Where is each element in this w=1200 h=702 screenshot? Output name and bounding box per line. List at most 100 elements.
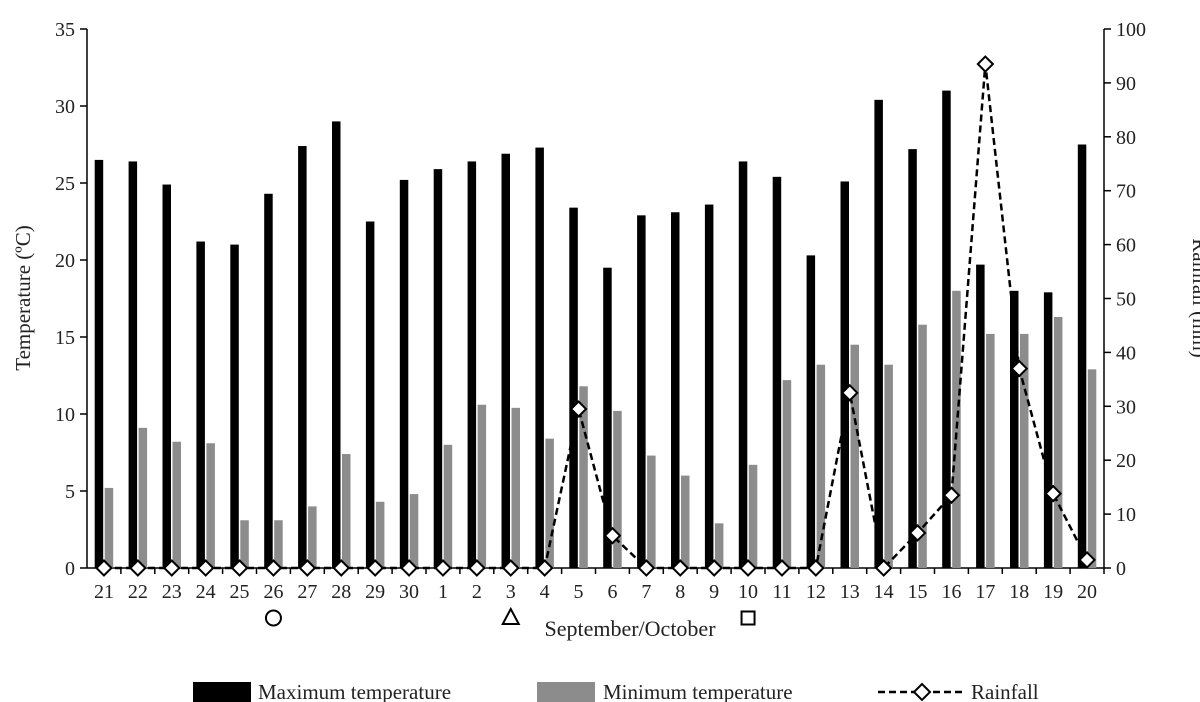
rainfall-point xyxy=(1010,359,1029,378)
y-left-tick-label: 5 xyxy=(65,481,75,503)
min-temperature-bar xyxy=(816,364,826,568)
min-temperature-bar xyxy=(748,464,758,568)
y-right-tick-label: 100 xyxy=(1116,19,1146,41)
min-temperature-bar xyxy=(884,364,893,568)
legend-label-max: Maximum temperature xyxy=(258,680,451,702)
rainfall-point xyxy=(128,559,147,577)
min-temperature-bar xyxy=(138,427,148,568)
min-temperature-bar xyxy=(714,523,724,568)
rainfall-point xyxy=(569,400,588,418)
x-tick-label: 18 xyxy=(1009,581,1029,603)
rainfall-point xyxy=(773,559,791,577)
min-temperature-bar xyxy=(986,333,995,568)
rainfall-point xyxy=(942,486,961,505)
rainfall-point xyxy=(535,559,554,577)
x-tick-label: 29 xyxy=(365,581,385,603)
annotation-circle xyxy=(264,609,282,627)
x-tick-label: 20 xyxy=(1077,581,1097,603)
max-temperature-bar xyxy=(908,149,917,568)
min-temperature-bar xyxy=(308,506,317,568)
max-temperature-bar xyxy=(467,161,477,568)
x-tick-label: 6 xyxy=(607,581,617,603)
min-temperature-bar xyxy=(579,386,588,568)
min-temperature-bar xyxy=(681,475,690,568)
max-temperature-bars xyxy=(94,90,1087,569)
rainfall-point xyxy=(739,559,757,577)
min-temperature-bar xyxy=(409,494,419,568)
max-temperature-bar xyxy=(738,161,748,568)
x-tick-label: 26 xyxy=(263,581,283,603)
x-tick-label: 19 xyxy=(1043,581,1063,603)
rainfall-point xyxy=(840,383,859,402)
y-left-tick-label: 20 xyxy=(55,250,75,272)
x-tick-label: 25 xyxy=(230,581,250,603)
min-temperature-bar xyxy=(104,487,114,568)
y-left-tick-label: 30 xyxy=(55,96,75,118)
legend-swatch-max xyxy=(193,682,251,702)
x-tick-label: 21 xyxy=(94,581,114,603)
rainfall-point xyxy=(332,559,351,577)
rainfall-point xyxy=(467,559,486,577)
rainfall-point xyxy=(1078,551,1096,569)
x-tick-labels: 21 22 23 24 25 26 27 28 29 30 1 2 3 4 5 6 7 8 9 10 11 12 13 14 1… xyxy=(94,568,1105,603)
y-right-tick-label: 30 xyxy=(1116,396,1136,418)
y-right-tick-label: 20 xyxy=(1116,450,1136,472)
y-right-tick-label: 80 xyxy=(1116,127,1136,149)
rainfall-point xyxy=(705,559,724,577)
x-tick-label: 5 xyxy=(574,581,584,603)
min-temperature-bar xyxy=(375,501,385,568)
min-temperature-bars xyxy=(104,290,1097,568)
rainfall-point xyxy=(298,559,317,577)
max-temperature-bar xyxy=(365,221,375,568)
y-axis-left-title: Temperature (ºC) xyxy=(11,225,35,371)
max-temperature-bar xyxy=(535,147,544,568)
rainfall-point xyxy=(501,559,520,577)
rainfall-series xyxy=(95,55,1096,577)
min-temperature-bar xyxy=(1020,333,1029,568)
rainfall-point xyxy=(196,559,215,577)
y-right-tick-label: 10 xyxy=(1116,504,1136,526)
rainfall-point xyxy=(637,559,656,577)
min-temperature-bar xyxy=(274,520,283,568)
y-left-tick-label: 35 xyxy=(55,19,75,41)
x-tick-label: 4 xyxy=(540,581,550,603)
max-temperature-bar xyxy=(264,193,273,568)
x-tick-label: 24 xyxy=(196,581,216,603)
rainfall-point xyxy=(95,559,113,577)
max-temperature-bar xyxy=(874,99,883,568)
x-tick-label: 17 xyxy=(975,581,995,603)
max-temperature-bar xyxy=(637,215,646,568)
max-temperature-bar xyxy=(399,179,409,569)
x-tick-label: 16 xyxy=(941,581,961,603)
y-right-tick-label: 40 xyxy=(1116,342,1136,364)
y-right-tick-label: 90 xyxy=(1116,73,1136,95)
max-temperature-bar xyxy=(942,90,951,568)
min-temperature-bar xyxy=(172,441,181,568)
rainfall-point xyxy=(806,559,825,577)
x-tick-label: 12 xyxy=(806,581,826,603)
max-temperature-bar xyxy=(332,121,341,569)
min-temperature-bar xyxy=(443,444,453,568)
max-temperature-bar xyxy=(840,181,849,568)
rainfall-point xyxy=(230,559,249,577)
max-temperature-bar xyxy=(704,204,714,568)
min-temperature-bar xyxy=(782,380,792,568)
rainfall-point xyxy=(264,559,283,577)
min-temperature-bar xyxy=(477,404,487,568)
x-axis-title: September/October xyxy=(544,616,716,641)
min-temperature-bar xyxy=(511,407,520,568)
x-tick-label: 30 xyxy=(399,581,419,603)
max-temperature-bar xyxy=(162,184,171,569)
min-temperature-bar xyxy=(918,324,927,568)
y-right-tick-label: 60 xyxy=(1116,235,1136,257)
annotation-markers xyxy=(264,606,756,627)
y-right-tick-label: 0 xyxy=(1116,558,1126,580)
max-temperature-bar xyxy=(569,207,578,568)
x-tick-label: 28 xyxy=(331,581,351,603)
rainfall-point xyxy=(671,559,690,577)
x-tick-label: 9 xyxy=(709,581,719,603)
y-left-tick-label: 0 xyxy=(65,558,75,580)
max-temperature-bar xyxy=(501,153,510,569)
x-tick-label: 13 xyxy=(840,581,860,603)
